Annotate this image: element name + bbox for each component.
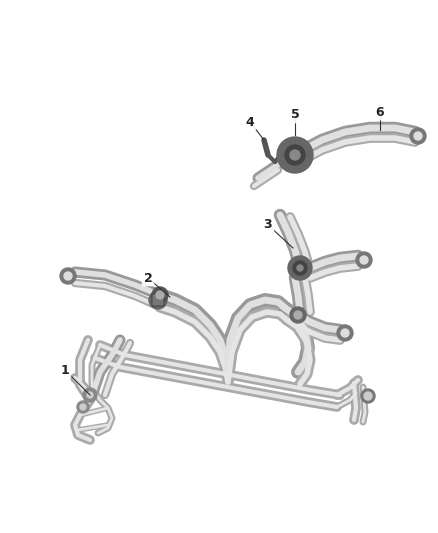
Circle shape <box>293 261 307 275</box>
Circle shape <box>297 265 303 271</box>
Circle shape <box>341 329 349 337</box>
Circle shape <box>154 296 162 304</box>
Circle shape <box>410 128 426 144</box>
Circle shape <box>364 392 372 400</box>
Circle shape <box>294 311 302 319</box>
Circle shape <box>337 325 353 341</box>
Circle shape <box>288 256 312 280</box>
Circle shape <box>290 307 306 323</box>
Circle shape <box>77 401 89 413</box>
Text: 4: 4 <box>246 116 254 128</box>
Circle shape <box>285 145 305 165</box>
Circle shape <box>294 262 306 274</box>
Circle shape <box>356 252 372 268</box>
Circle shape <box>83 388 97 402</box>
Circle shape <box>286 146 304 164</box>
Circle shape <box>60 268 76 284</box>
Circle shape <box>414 132 422 140</box>
Circle shape <box>64 272 72 280</box>
Text: 5: 5 <box>291 109 300 122</box>
Circle shape <box>80 404 86 410</box>
Circle shape <box>361 389 375 403</box>
Circle shape <box>360 256 368 264</box>
Circle shape <box>297 265 303 271</box>
Circle shape <box>290 150 300 160</box>
Text: 3: 3 <box>264 219 272 231</box>
Circle shape <box>156 291 164 299</box>
Circle shape <box>149 291 167 309</box>
FancyBboxPatch shape <box>152 294 164 306</box>
Circle shape <box>294 262 306 274</box>
Circle shape <box>152 287 168 303</box>
Circle shape <box>277 137 313 173</box>
Text: 1: 1 <box>60 364 69 376</box>
Text: 6: 6 <box>376 106 384 118</box>
Circle shape <box>87 392 93 398</box>
Text: 2: 2 <box>144 271 152 285</box>
